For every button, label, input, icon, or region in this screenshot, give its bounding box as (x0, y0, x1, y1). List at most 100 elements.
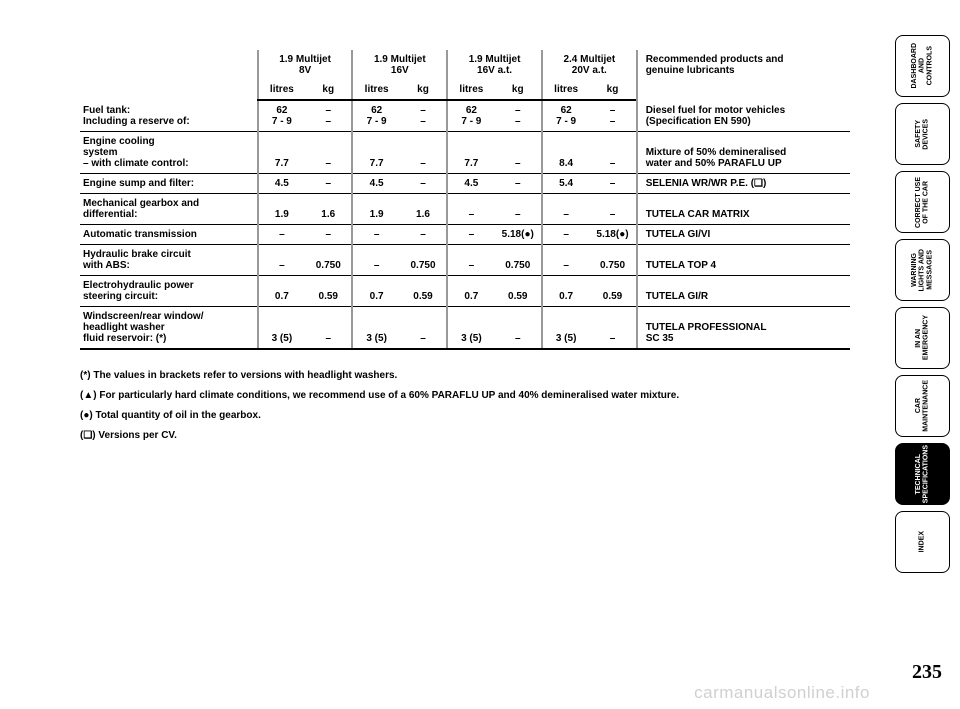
table-row: Hydraulic brake circuitwith ABS:–0.750–0… (80, 245, 850, 276)
table-row: Engine coolingsystem– with climate contr… (80, 132, 850, 174)
cell-kg: – (305, 307, 352, 350)
side-tab[interactable]: TECHNICALSPECIFICATIONS (895, 443, 950, 505)
row-label: Automatic transmission (80, 225, 258, 245)
cell-reco: TUTELA GI/VI (637, 225, 850, 245)
engine-0: 1.9 Multijet8V (258, 50, 353, 80)
engine-3: 2.4 Multijet20V a.t. (542, 50, 637, 80)
cell-litres: – (447, 245, 494, 276)
cell-litres: 3 (5) (542, 307, 589, 350)
engine-2: 1.9 Multijet16V a.t. (447, 50, 542, 80)
table-row: Fuel tank:Including a reserve of:627 - 9… (80, 100, 850, 132)
table-row: Electrohydraulic powersteering circuit:0… (80, 276, 850, 307)
capacities-table: 1.9 Multijet8V 1.9 Multijet16V 1.9 Multi… (80, 50, 850, 350)
cell-litres: 5.4 (542, 174, 589, 194)
cell-reco: TUTELA TOP 4 (637, 245, 850, 276)
cell-kg: – (495, 132, 542, 174)
cell-litres: 3 (5) (447, 307, 494, 350)
row-label: Engine coolingsystem– with climate contr… (80, 132, 258, 174)
cell-kg: – (305, 225, 352, 245)
row-label: Hydraulic brake circuitwith ABS: (80, 245, 258, 276)
cell-kg: – (400, 307, 447, 350)
cell-litres: 3 (5) (258, 307, 305, 350)
cell-litres: 627 - 9 (258, 100, 305, 132)
cell-reco: TUTELA CAR MATRIX (637, 194, 850, 225)
cell-litres: 4.5 (447, 174, 494, 194)
unit-litres: litres (542, 80, 589, 100)
unit-kg: kg (400, 80, 447, 100)
unit-litres: litres (352, 80, 399, 100)
table-row: Automatic transmission–––––5.18(●)–5.18(… (80, 225, 850, 245)
cell-kg: –– (400, 100, 447, 132)
side-tab[interactable]: CARMAINTENANCE (895, 375, 950, 437)
cell-kg: 0.750 (305, 245, 352, 276)
cell-kg: 0.750 (495, 245, 542, 276)
cell-kg: – (495, 194, 542, 225)
side-tab[interactable]: SAFETYDEVICES (895, 103, 950, 165)
cell-litres: 8.4 (542, 132, 589, 174)
cell-litres: 0.7 (447, 276, 494, 307)
cell-litres: 627 - 9 (542, 100, 589, 132)
page-content: 1.9 Multijet8V 1.9 Multijet16V 1.9 Multi… (80, 50, 850, 448)
cell-litres: 4.5 (258, 174, 305, 194)
cell-litres: 1.9 (258, 194, 305, 225)
cell-litres: – (542, 225, 589, 245)
table-row: Windscreen/rear window/headlight washerf… (80, 307, 850, 350)
cell-litres: 7.7 (258, 132, 305, 174)
cell-kg: – (400, 132, 447, 174)
cell-kg: 0.59 (495, 276, 542, 307)
reco-header: Recommended products andgenuine lubrican… (637, 50, 850, 100)
cell-litres: – (352, 245, 399, 276)
side-tab[interactable]: IN ANEMERGENCY (895, 307, 950, 369)
cell-litres: 627 - 9 (447, 100, 494, 132)
engine-1: 1.9 Multijet16V (352, 50, 447, 80)
cell-kg: – (589, 307, 636, 350)
cell-kg: 0.750 (589, 245, 636, 276)
cell-reco: TUTELA PROFESSIONALSC 35 (637, 307, 850, 350)
cell-litres: 0.7 (258, 276, 305, 307)
cell-kg: –– (305, 100, 352, 132)
cell-kg: 5.18(●) (589, 225, 636, 245)
page-number: 235 (912, 661, 942, 684)
row-label: Fuel tank:Including a reserve of: (80, 100, 258, 132)
header-blank (80, 50, 258, 100)
cell-kg: 1.6 (400, 194, 447, 225)
footnote: (▲) For particularly hard climate condit… (80, 388, 850, 404)
cell-reco: Diesel fuel for motor vehicles(Specifica… (637, 100, 850, 132)
unit-litres: litres (447, 80, 494, 100)
table-row: Mechanical gearbox anddifferential:1.91.… (80, 194, 850, 225)
cell-litres: – (447, 194, 494, 225)
side-tab[interactable]: DASHBOARDAND CONTROLS (895, 35, 950, 97)
side-tabs: DASHBOARDAND CONTROLS SAFETYDEVICES CORREC… (895, 35, 950, 573)
side-tab[interactable]: CORRECT USEOF THE CAR (895, 171, 950, 233)
cell-kg: – (589, 132, 636, 174)
cell-litres: – (447, 225, 494, 245)
cell-litres: – (352, 225, 399, 245)
side-tab[interactable]: WARNINGLIGHTS ANDMESSAGES (895, 239, 950, 301)
cell-litres: – (542, 245, 589, 276)
table-row: Engine sump and filter:4.5–4.5–4.5–5.4–S… (80, 174, 850, 194)
cell-litres: 627 - 9 (352, 100, 399, 132)
cell-kg: 1.6 (305, 194, 352, 225)
unit-litres: litres (258, 80, 305, 100)
unit-kg: kg (495, 80, 542, 100)
header-row-engines: 1.9 Multijet8V 1.9 Multijet16V 1.9 Multi… (80, 50, 850, 80)
footnote: (*) The values in brackets refer to vers… (80, 368, 850, 384)
unit-kg: kg (589, 80, 636, 100)
cell-kg: 0.750 (400, 245, 447, 276)
cell-litres: 7.7 (447, 132, 494, 174)
side-tab[interactable]: INDEX (895, 511, 950, 573)
cell-kg: 0.59 (400, 276, 447, 307)
cell-kg: –– (495, 100, 542, 132)
cell-kg: 0.59 (305, 276, 352, 307)
cell-litres: – (258, 245, 305, 276)
cell-kg: – (305, 132, 352, 174)
row-label: Engine sump and filter: (80, 174, 258, 194)
cell-reco: Mixture of 50% demineralisedwater and 50… (637, 132, 850, 174)
cell-litres: 3 (5) (352, 307, 399, 350)
cell-litres: 0.7 (542, 276, 589, 307)
cell-litres: 0.7 (352, 276, 399, 307)
row-label: Mechanical gearbox anddifferential: (80, 194, 258, 225)
cell-kg: – (495, 174, 542, 194)
cell-kg: 5.18(●) (495, 225, 542, 245)
cell-litres: 7.7 (352, 132, 399, 174)
